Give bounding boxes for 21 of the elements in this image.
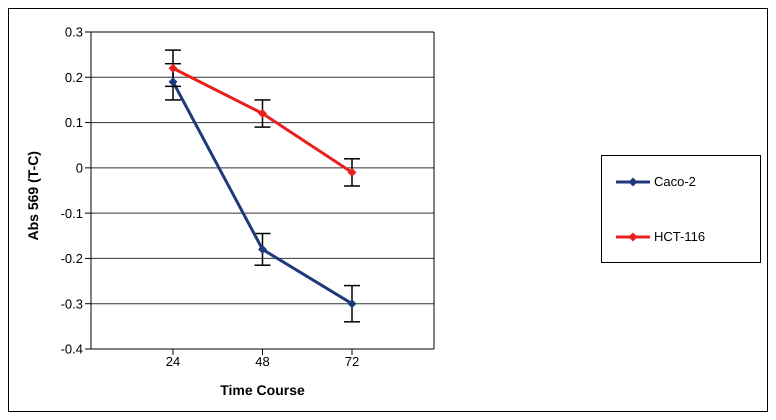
point — [258, 109, 267, 118]
y-tick-label: 0.3 — [64, 24, 83, 40]
y-tick-label: 0.2 — [64, 70, 83, 85]
legend-label: Caco-2 — [654, 174, 696, 189]
legend-label: HCT-116 — [654, 229, 706, 244]
y-tick-label: -0.4 — [60, 342, 83, 357]
point — [258, 244, 267, 254]
y-tick-label: -0.1 — [60, 206, 83, 221]
y-tick-label: -0.3 — [60, 296, 83, 312]
y-tick-label: -0.2 — [60, 251, 83, 266]
x-tick-label: 24 — [166, 354, 180, 370]
point — [168, 64, 178, 73]
x-tick-label: 48 — [255, 354, 270, 370]
point — [168, 77, 178, 86]
y-tick-label: 0 — [76, 160, 83, 176]
y-axis-title: Abs 569 (T-C) — [24, 151, 41, 240]
y-tick-label: 0.1 — [64, 115, 83, 130]
x-axis-title: Time Course — [220, 382, 305, 398]
x-tick-label: 72 — [344, 354, 360, 370]
point — [348, 168, 356, 177]
point — [348, 299, 356, 308]
